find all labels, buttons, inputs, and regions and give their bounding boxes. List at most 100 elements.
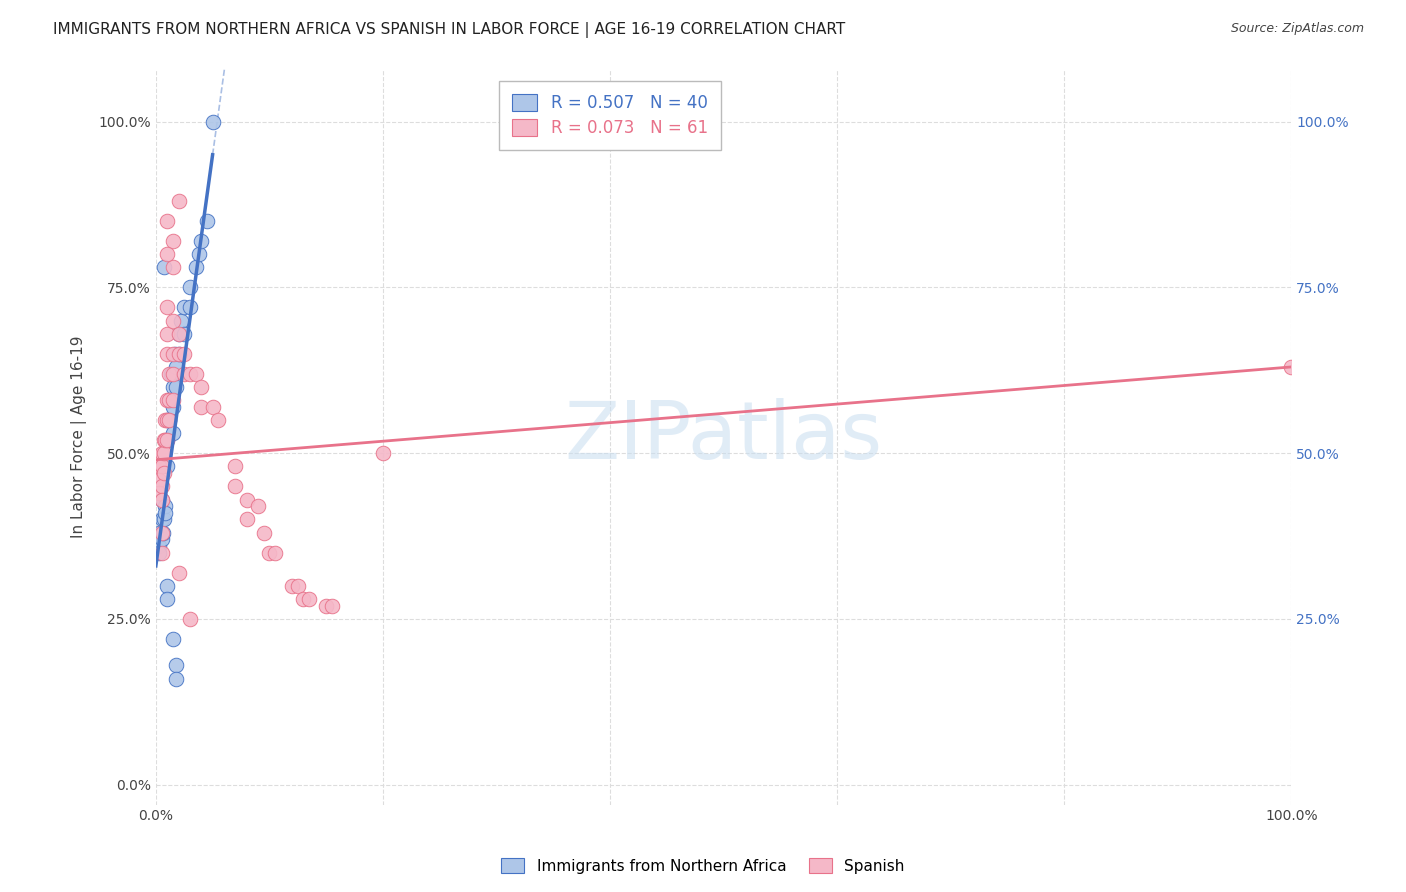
Point xyxy=(162,234,184,248)
Point xyxy=(162,393,184,408)
Point xyxy=(321,599,343,613)
Point xyxy=(153,499,176,513)
Point xyxy=(167,194,190,209)
Point xyxy=(150,525,173,540)
Point xyxy=(173,367,195,381)
Point xyxy=(165,346,187,360)
Point xyxy=(156,433,179,447)
Point xyxy=(184,260,207,275)
Point xyxy=(156,346,179,360)
Point xyxy=(150,459,173,474)
Point xyxy=(148,473,170,487)
Point xyxy=(162,400,184,414)
Point xyxy=(298,592,321,607)
Point xyxy=(292,592,315,607)
Point xyxy=(235,492,257,507)
Point xyxy=(179,300,201,314)
Point xyxy=(281,579,304,593)
Point xyxy=(156,393,179,408)
Point xyxy=(150,446,173,460)
Point xyxy=(201,114,224,128)
Point xyxy=(184,367,207,381)
Point xyxy=(159,413,181,427)
Point xyxy=(152,433,174,447)
Point xyxy=(1279,359,1302,374)
Point xyxy=(188,247,211,261)
Y-axis label: In Labor Force | Age 16-19: In Labor Force | Age 16-19 xyxy=(72,335,87,538)
Point xyxy=(162,367,184,381)
Point xyxy=(156,579,179,593)
Point xyxy=(152,512,174,526)
Point xyxy=(156,413,179,427)
Point xyxy=(170,313,193,327)
Point xyxy=(156,459,179,474)
Point xyxy=(167,566,190,580)
Point xyxy=(148,525,170,540)
Point xyxy=(156,592,179,607)
Point xyxy=(156,300,179,314)
Point xyxy=(148,539,170,553)
Point xyxy=(287,579,309,593)
Point xyxy=(162,313,184,327)
Point xyxy=(179,367,201,381)
Point xyxy=(173,326,195,341)
Point xyxy=(152,260,174,275)
Point xyxy=(179,612,201,626)
Point xyxy=(150,546,173,560)
Point xyxy=(165,380,187,394)
Point xyxy=(190,400,212,414)
Point xyxy=(162,260,184,275)
Point xyxy=(156,247,179,261)
Point xyxy=(235,512,257,526)
Point xyxy=(162,380,184,394)
Point xyxy=(315,599,337,613)
Point xyxy=(153,506,176,520)
Point xyxy=(167,346,190,360)
Point xyxy=(167,326,190,341)
Point xyxy=(159,413,181,427)
Point xyxy=(190,380,212,394)
Point xyxy=(150,492,173,507)
Point xyxy=(173,346,195,360)
Point xyxy=(195,214,218,228)
Point xyxy=(224,479,246,493)
Point xyxy=(150,479,173,493)
Point xyxy=(162,632,184,646)
Point xyxy=(159,393,181,408)
Point xyxy=(153,433,176,447)
Point xyxy=(371,446,394,460)
Text: ZIPatlas: ZIPatlas xyxy=(565,398,883,475)
Point xyxy=(167,326,190,341)
Point xyxy=(148,486,170,500)
Point xyxy=(148,546,170,560)
Point xyxy=(150,492,173,507)
Text: Source: ZipAtlas.com: Source: ZipAtlas.com xyxy=(1230,22,1364,36)
Point xyxy=(156,413,179,427)
Point xyxy=(253,525,276,540)
Point xyxy=(150,512,173,526)
Point xyxy=(167,346,190,360)
Point xyxy=(148,459,170,474)
Text: IMMIGRANTS FROM NORTHERN AFRICA VS SPANISH IN LABOR FORCE | AGE 16-19 CORRELATIO: IMMIGRANTS FROM NORTHERN AFRICA VS SPANI… xyxy=(53,22,845,38)
Point xyxy=(156,433,179,447)
Point xyxy=(156,326,179,341)
Point xyxy=(264,546,287,560)
Legend: R = 0.507   N = 40, R = 0.073   N = 61: R = 0.507 N = 40, R = 0.073 N = 61 xyxy=(499,80,721,150)
Point xyxy=(152,446,174,460)
Point xyxy=(152,466,174,480)
Point xyxy=(259,546,281,560)
Point xyxy=(173,300,195,314)
Point xyxy=(159,367,181,381)
Point xyxy=(179,280,201,294)
Point xyxy=(156,214,179,228)
Point xyxy=(207,413,229,427)
Point xyxy=(153,413,176,427)
Point xyxy=(152,525,174,540)
Point xyxy=(190,234,212,248)
Point xyxy=(150,533,173,547)
Point xyxy=(201,400,224,414)
Point xyxy=(247,499,270,513)
Point xyxy=(165,359,187,374)
Point xyxy=(159,393,181,408)
Point xyxy=(224,459,246,474)
